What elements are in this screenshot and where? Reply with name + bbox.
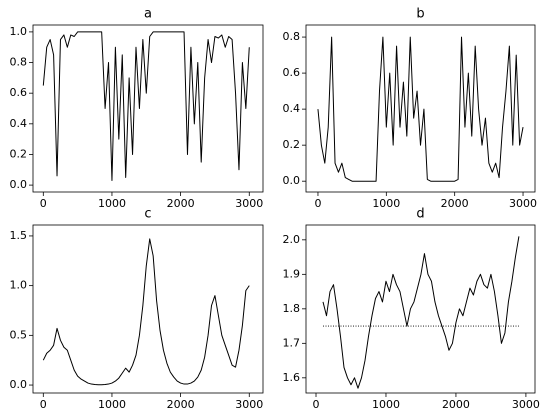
y-tick-label: 1.8 xyxy=(283,302,301,315)
x-tick-label: 3000 xyxy=(235,197,263,210)
line-series xyxy=(317,36,524,182)
x-tick-label: 2000 xyxy=(167,398,195,411)
x-tick-label: 0 xyxy=(40,398,47,411)
axes-frame xyxy=(32,24,264,193)
y-tick-label: 2.0 xyxy=(283,233,301,246)
x-tick-label: 2000 xyxy=(167,197,195,210)
x-tick-label: 1000 xyxy=(372,197,400,210)
subplot-title: b xyxy=(416,7,424,22)
subplot-title: a xyxy=(144,7,152,22)
y-tick-label: 0.0 xyxy=(10,178,28,191)
x-tick-label: 2000 xyxy=(441,197,469,210)
y-tick-label: 0.2 xyxy=(10,147,28,160)
x-tick-label: 3000 xyxy=(509,197,537,210)
y-tick-label: 0.4 xyxy=(283,102,301,115)
y-tick-label: 1.0 xyxy=(10,25,28,38)
y-tick-label: 1.5 xyxy=(10,229,28,242)
line-series xyxy=(42,238,250,386)
y-tick-label: 0.6 xyxy=(10,86,28,99)
y-tick-label: 0.4 xyxy=(10,117,28,130)
y-tick-label: 0.0 xyxy=(283,174,301,187)
y-tick-label: 0.2 xyxy=(283,138,301,151)
axes-frame xyxy=(305,24,536,193)
x-tick-label: 1000 xyxy=(372,398,400,411)
axes-frame xyxy=(305,224,536,394)
x-tick-label: 0 xyxy=(314,197,321,210)
x-tick-label: 0 xyxy=(313,398,320,411)
y-tick-label: 0.5 xyxy=(10,328,28,341)
subplot-title: c xyxy=(144,207,151,222)
y-tick-label: 1.7 xyxy=(283,336,301,349)
y-tick-label: 0.6 xyxy=(283,66,301,79)
y-tick-label: 1.9 xyxy=(283,267,301,280)
x-tick-label: 0 xyxy=(40,197,47,210)
y-tick-label: 0.8 xyxy=(283,30,301,43)
y-tick-label: 1.0 xyxy=(10,279,28,292)
x-tick-label: 3000 xyxy=(512,398,540,411)
subplot-title: d xyxy=(416,207,424,222)
axes-frame xyxy=(32,224,264,394)
x-tick-label: 3000 xyxy=(235,398,263,411)
x-tick-label: 2000 xyxy=(442,398,470,411)
y-tick-label: 0.0 xyxy=(10,378,28,391)
y-tick-label: 1.6 xyxy=(283,371,301,384)
line-series xyxy=(42,31,250,182)
y-tick-label: 0.8 xyxy=(10,56,28,69)
x-tick-label: 1000 xyxy=(98,197,126,210)
x-tick-label: 1000 xyxy=(98,398,126,411)
line-series xyxy=(322,236,520,389)
